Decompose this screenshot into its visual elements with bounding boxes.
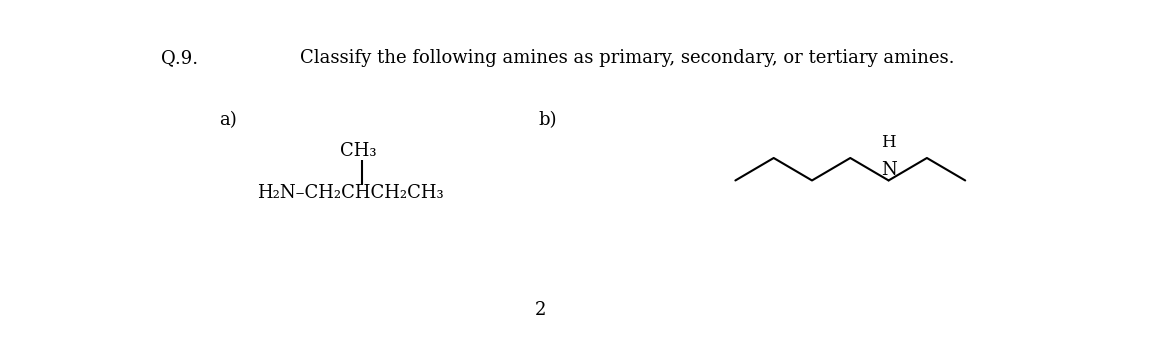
Text: N: N [880,161,897,179]
Text: a): a) [219,111,236,129]
Text: H₂N–CH₂CHCH₂CH₃: H₂N–CH₂CHCH₂CH₃ [257,184,444,201]
Text: H: H [881,134,895,151]
Text: 2: 2 [534,301,546,319]
Text: b): b) [538,111,556,129]
Text: Q.9.: Q.9. [161,49,198,67]
Text: CH₃: CH₃ [340,142,376,160]
Text: Classify the following amines as primary, secondary, or tertiary amines.: Classify the following amines as primary… [300,49,955,67]
